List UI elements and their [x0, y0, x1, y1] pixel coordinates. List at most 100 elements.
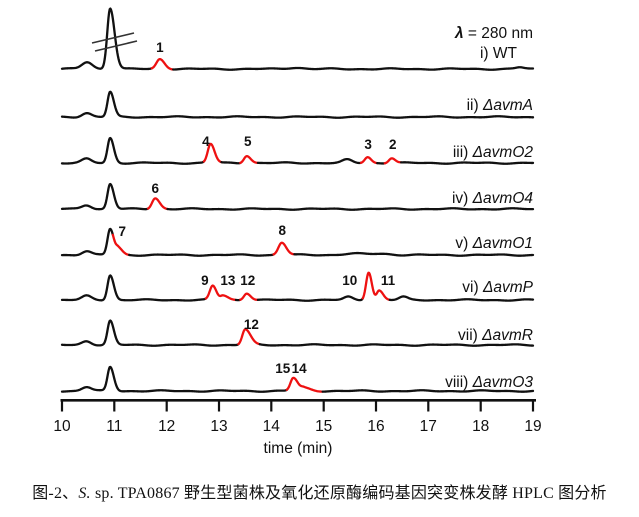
chromatogram-trace [60, 365, 288, 393]
x-axis-tick-label: 18 [472, 418, 489, 435]
peak-number-label: 5 [244, 134, 252, 149]
trace-roman-prefix: vi) [462, 279, 483, 296]
trace-viii: 15 14 viii) ΔavmO3 [60, 361, 535, 393]
x-axis-tick-label: 10 [53, 418, 71, 435]
chromatogram-trace [60, 90, 535, 119]
trace-gene-name: ΔavmR [481, 327, 533, 344]
highlighted-peak-segment [150, 57, 175, 71]
x-axis-tick-label: 13 [210, 418, 227, 435]
chromatogram-plot-area: 1 i) WT ii) ΔavmA 4 5 3 2 iii) ΔavmO2 6 iv) ΔavmO… [53, 7, 542, 457]
trace-name-label: viii) ΔavmO3 [445, 374, 533, 391]
chromatogram-trace [60, 182, 150, 211]
chromatogram-trace [399, 161, 535, 165]
x-axis-tick-label: 17 [420, 418, 437, 435]
trace-iv: 6 iv) ΔavmO4 [60, 181, 535, 211]
peak-number-label: 8 [279, 223, 287, 238]
peak-number-label: 1 [156, 40, 164, 55]
trace-gene-name: WT [493, 45, 518, 62]
lambda-symbol: λ [454, 25, 464, 42]
trace-roman-prefix: i) [480, 45, 493, 62]
highlighted-peak-segment [285, 376, 324, 393]
chromatogram-trace [128, 253, 275, 257]
peak-number-label: 15 [275, 361, 291, 376]
trace-gene-name: ΔavmP [482, 279, 534, 296]
highlighted-peak-segment [359, 156, 379, 165]
highlighted-peak-segment [146, 197, 169, 211]
trace-name-label: vii) ΔavmR [458, 327, 533, 344]
highlighted-peak-segment [239, 155, 260, 165]
figure-caption: 图-2、S. sp. TPA0867 野生型菌株及氧化还原酶编码基因突变株发酵 … [0, 479, 639, 503]
highlighted-peak-segment [383, 157, 403, 165]
chromatogram-trace [60, 274, 207, 302]
trace-name-label: iii) ΔavmO2 [453, 144, 534, 161]
chromatogram-plot: 1 i) WT ii) ΔavmA 4 5 3 2 iii) ΔavmO2 6 iv) ΔavmO… [53, 7, 542, 457]
peak-number-label: 7 [118, 224, 126, 239]
trace-name-label: i) WT [480, 45, 518, 62]
trace-roman-prefix: iv) [452, 190, 473, 207]
trace-roman-prefix: iii) [453, 144, 473, 161]
x-axis: 10 11 12 13 14 15 16 17 18 19 time (min) [53, 398, 542, 457]
peak-number-label: 6 [151, 181, 159, 196]
trace-gene-name: ΔavmO2 [472, 144, 534, 161]
highlighted-peak-segment [239, 292, 260, 301]
peak-number-label: 3 [364, 137, 372, 152]
trace-vii: 12 vii) ΔavmR [60, 317, 535, 347]
trace-roman-prefix: vii) [458, 327, 482, 344]
peak-number-label: 14 [292, 361, 308, 376]
chromatogram-trace [60, 227, 115, 257]
chromatogram-trace [60, 136, 206, 165]
trace-roman-prefix: viii) [445, 374, 473, 391]
x-axis-tick-label: 11 [106, 418, 122, 435]
trace-name-label: iv) ΔavmO4 [452, 190, 533, 207]
highlighted-peak-segment [202, 142, 223, 164]
x-axis-tick-label: 15 [315, 418, 332, 435]
trace-ii: ii) ΔavmA [60, 90, 535, 119]
trace-roman-prefix: v) [455, 235, 472, 252]
peak-number-label: 13 [220, 273, 236, 288]
trace-i: 1 i) WT [60, 7, 535, 71]
chromatogram-trace [258, 343, 535, 347]
x-axis-tick-label: 14 [263, 418, 281, 435]
caption-species-name: S. [78, 485, 91, 502]
trace-roman-prefix: ii) [467, 97, 483, 114]
highlighted-peak-segment [204, 284, 238, 302]
highlighted-peak-segment [111, 233, 131, 257]
chromatogram-trace [172, 66, 535, 71]
chromatogram-trace [256, 295, 364, 302]
trace-name-label: ii) ΔavmA [467, 97, 533, 114]
peak-number-label: 12 [240, 273, 255, 288]
trace-iii: 4 5 3 2 iii) ΔavmO2 [60, 134, 535, 165]
trace-name-label: vi) ΔavmP [462, 279, 533, 296]
trace-gene-name: ΔavmO4 [472, 190, 534, 207]
caption-text: sp. TPA0867 野生型菌株及氧化还原酶编码基因突变株发酵 HPLC 图分… [90, 485, 607, 502]
trace-name-label: v) ΔavmO1 [455, 235, 533, 252]
x-axis-tick-label: 19 [524, 418, 541, 435]
chromatogram-trace [256, 157, 363, 165]
trace-gene-name: ΔavmO3 [472, 374, 534, 391]
caption-prefix: 图-2、 [32, 485, 79, 502]
trace-v: 7 8 v) ΔavmO1 [60, 223, 535, 257]
chromatogram-trace [166, 207, 535, 211]
x-axis-title: time (min) [264, 440, 333, 457]
chromatogram-trace [388, 295, 535, 302]
peak-number-label: 10 [342, 273, 357, 288]
chromatogram-trace [60, 7, 153, 71]
peak-number-label: 4 [202, 134, 210, 149]
axis-break-mark [94, 40, 138, 52]
highlighted-peak-segment [272, 241, 296, 256]
chromatogram-trace [293, 251, 535, 257]
chromatogram-trace [220, 161, 242, 165]
peak-number-label: 2 [389, 137, 397, 152]
trace-gene-name: ΔavmO1 [472, 235, 533, 252]
wavelength-label: λ = 280 nm [454, 25, 533, 42]
x-axis-tick-label: 16 [367, 418, 384, 435]
trace-gene-name: ΔavmA [482, 97, 533, 114]
wavelength-value: = 280 nm [464, 25, 533, 42]
peak-number-label: 11 [381, 273, 396, 288]
highlighted-peak-segment [361, 271, 391, 301]
peak-number-label: 9 [201, 273, 209, 288]
chromatogram-trace [321, 389, 535, 393]
x-axis-tick-label: 12 [158, 418, 175, 435]
peak-number-label: 12 [244, 317, 259, 332]
